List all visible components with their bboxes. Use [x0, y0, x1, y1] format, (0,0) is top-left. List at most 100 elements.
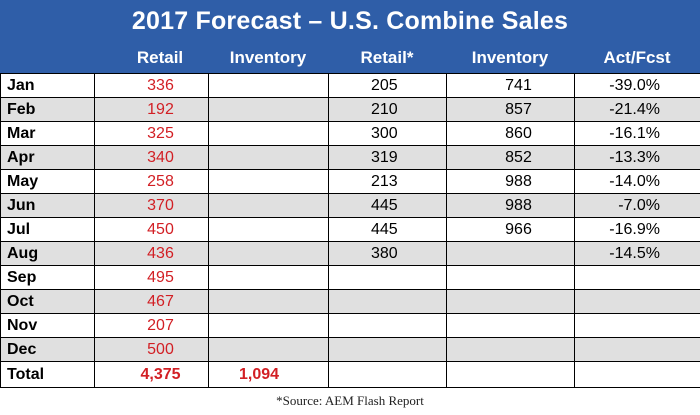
column-header-month — [0, 43, 94, 73]
act-fcst-cell — [574, 265, 700, 290]
table-row: May 258 213 988 -14.0% — [0, 169, 700, 194]
column-header-inventory: Inventory — [229, 48, 307, 67]
retail-star-cell — [328, 289, 447, 314]
retail-cell: 500 — [94, 337, 209, 362]
inventory-2-cell — [446, 289, 575, 314]
column-header-inventory-2: Inventory — [471, 48, 549, 67]
month-cell: Jan — [0, 73, 95, 98]
table-title: 2017 Forecast – U.S. Combine Sales — [0, 0, 700, 43]
total-act-fcst-cell — [574, 361, 700, 388]
retail-cell: 340 — [94, 145, 209, 170]
inventory-cell — [208, 169, 329, 194]
retail-cell: 192 — [94, 97, 209, 122]
month-cell: Jul — [0, 217, 95, 242]
inventory-cell — [208, 241, 329, 266]
month-cell: Apr — [0, 145, 95, 170]
act-fcst-cell: -16.9% — [574, 217, 700, 242]
inventory-2-cell: 988 — [446, 169, 575, 194]
source-footnote: *Source: AEM Flash Report — [276, 393, 424, 408]
inventory-cell — [208, 337, 329, 362]
inventory-2-cell — [446, 241, 575, 266]
inventory-cell — [208, 97, 329, 122]
retail-cell: 325 — [94, 121, 209, 146]
table-body: Jan 336 205 741 -39.0% Feb 192 210 857 -21.4% Mar 3… — [0, 73, 700, 388]
retail-cell: 207 — [94, 313, 209, 338]
inventory-2-cell: 857 — [446, 97, 575, 122]
inventory-cell — [208, 121, 329, 146]
month-cell: Aug — [0, 241, 95, 266]
retail-star-cell: 380 — [328, 241, 447, 266]
month-cell: Oct — [0, 289, 95, 314]
inventory-cell — [208, 265, 329, 290]
inventory-2-cell: 860 — [446, 121, 575, 146]
retail-cell: 258 — [94, 169, 209, 194]
inventory-2-cell: 988 — [446, 193, 575, 218]
table-row: Oct 467 — [0, 289, 700, 314]
month-cell: Feb — [0, 97, 95, 122]
total-retail-star-cell — [328, 361, 447, 388]
retail-cell: 450 — [94, 217, 209, 242]
act-fcst-cell: -7.0% — [574, 193, 700, 218]
retail-star-cell: 300 — [328, 121, 447, 146]
table-row: Feb 192 210 857 -21.4% — [0, 97, 700, 122]
month-cell: Nov — [0, 313, 95, 338]
inventory-cell — [208, 145, 329, 170]
retail-star-cell — [328, 313, 447, 338]
inventory-cell — [208, 313, 329, 338]
retail-star-cell: 213 — [328, 169, 447, 194]
inventory-2-cell — [446, 265, 575, 290]
act-fcst-cell: -16.1% — [574, 121, 700, 146]
table-row: Dec 500 — [0, 337, 700, 362]
table-row: Aug 436 380 -14.5% — [0, 241, 700, 266]
inventory-cell — [208, 289, 329, 314]
act-fcst-cell: -14.0% — [574, 169, 700, 194]
table-row: Jan 336 205 741 -39.0% — [0, 73, 700, 98]
table-row: Sep 495 — [0, 265, 700, 290]
table-row: Jun 370 445 988 -7.0% — [0, 193, 700, 218]
total-retail-cell: 4,375 — [94, 361, 209, 388]
act-fcst-cell: -14.5% — [574, 241, 700, 266]
retail-star-cell — [328, 265, 447, 290]
retail-star-cell: 319 — [328, 145, 447, 170]
inventory-cell — [208, 73, 329, 98]
act-fcst-cell — [574, 289, 700, 314]
retail-cell: 336 — [94, 73, 209, 98]
retail-star-cell: 445 — [328, 193, 447, 218]
retail-cell: 436 — [94, 241, 209, 266]
total-inventory-2-cell — [446, 361, 575, 388]
month-cell: May — [0, 169, 95, 194]
retail-star-cell — [328, 337, 447, 362]
inventory-2-cell: 966 — [446, 217, 575, 242]
month-cell: Dec — [0, 337, 95, 362]
inventory-2-cell: 741 — [446, 73, 575, 98]
table-row: Apr 340 319 852 -13.3% — [0, 145, 700, 170]
column-header-act-fcst: Act/Fcst — [603, 48, 671, 67]
total-row: Total 4,375 1,094 — [0, 361, 700, 388]
act-fcst-cell: -21.4% — [574, 97, 700, 122]
act-fcst-cell: -39.0% — [574, 73, 700, 98]
act-fcst-cell: -13.3% — [574, 145, 700, 170]
table-row: Nov 207 — [0, 313, 700, 338]
month-cell: Sep — [0, 265, 95, 290]
table-row: Jul 450 445 966 -16.9% — [0, 217, 700, 242]
retail-star-cell: 445 — [328, 217, 447, 242]
month-cell: Mar — [0, 121, 95, 146]
retail-cell: 467 — [94, 289, 209, 314]
column-header-retail: Retail — [136, 48, 184, 67]
month-cell: Jun — [0, 193, 95, 218]
retail-star-cell: 210 — [328, 97, 447, 122]
forecast-data-table: Jan 336 205 741 -39.0% Feb 192 210 857 -21.4% Mar 3… — [0, 73, 700, 388]
table-row: Mar 325 300 860 -16.1% — [0, 121, 700, 146]
inventory-2-cell — [446, 337, 575, 362]
retail-star-cell: 205 — [328, 73, 447, 98]
act-fcst-cell — [574, 313, 700, 338]
inventory-2-cell: 852 — [446, 145, 575, 170]
inventory-cell — [208, 193, 329, 218]
retail-cell: 495 — [94, 265, 209, 290]
column-header-row: Retail Inventory Retail* Inventory Act/F… — [0, 43, 700, 73]
inventory-cell — [208, 217, 329, 242]
column-header-retail-star: Retail* — [360, 48, 414, 67]
act-fcst-cell — [574, 337, 700, 362]
retail-cell: 370 — [94, 193, 209, 218]
